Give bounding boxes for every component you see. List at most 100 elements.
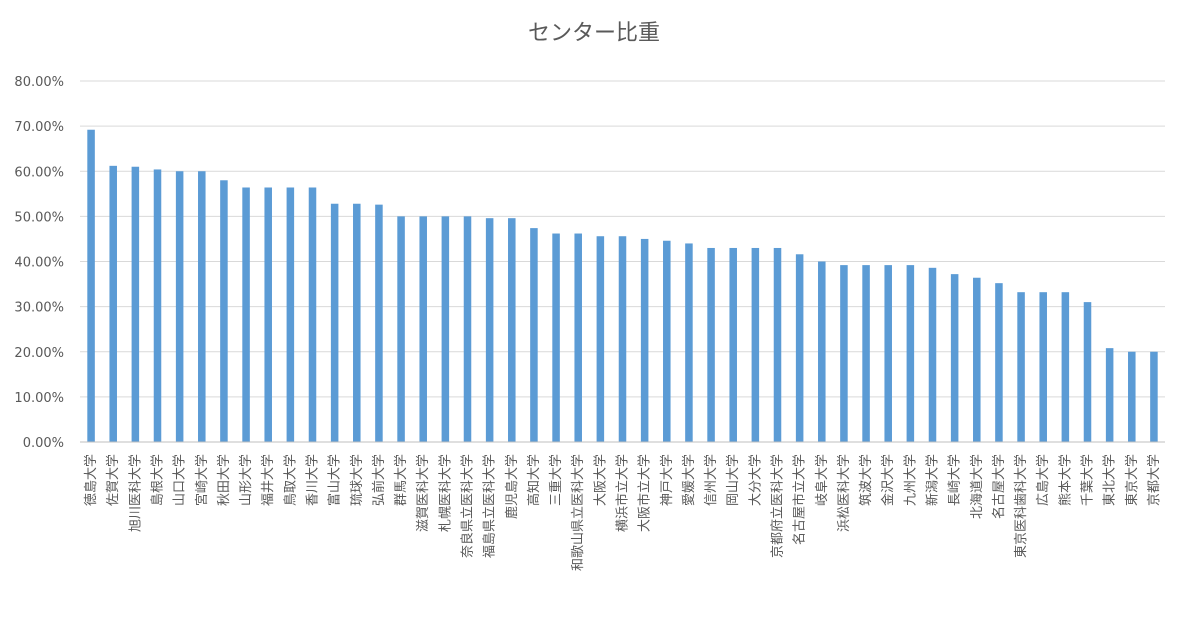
x-tick-label: 徳島大学 [83, 454, 99, 506]
bar [109, 165, 117, 442]
x-tick-label: 新潟大学 [925, 454, 941, 506]
x-tick-label: 浜松医科大学 [836, 454, 852, 532]
bar [441, 216, 450, 442]
x-tick-label: 福島県立医科大学 [482, 454, 498, 558]
bar [353, 203, 361, 442]
bar [574, 233, 582, 442]
bar [220, 180, 228, 442]
bar [707, 247, 715, 442]
x-tick-label: 大阪市立大学 [637, 454, 653, 532]
bar [1150, 351, 1158, 442]
x-tick-label: 富山大学 [327, 454, 343, 506]
x-tick-label: 札幌医科大学 [437, 454, 453, 532]
bar [1105, 348, 1114, 442]
x-tick-label: 愛媛大学 [681, 454, 697, 506]
x-tick-label: 大分大学 [747, 454, 763, 506]
x-tick-label: 九州大学 [902, 454, 918, 506]
x-tick-label: 宮崎大学 [194, 454, 210, 506]
x-tick-label: 山形大学 [238, 454, 254, 506]
bar [1017, 292, 1025, 442]
x-tick-label: 京都大学 [1146, 454, 1162, 506]
y-tick-label: 70.00% [14, 120, 64, 135]
bar [884, 265, 892, 442]
x-tick-label: 奈良県立医科大学 [460, 454, 476, 558]
y-tick-label: 50.00% [14, 210, 64, 225]
x-tick-label: 熊本大学 [1057, 454, 1073, 506]
y-tick-label: 80.00% [14, 75, 64, 90]
bar [906, 265, 915, 442]
x-tick-label: 佐賀大学 [105, 454, 121, 506]
bar [1039, 292, 1047, 442]
bar [397, 216, 405, 442]
bar [463, 216, 472, 442]
bar [175, 171, 184, 442]
x-tick-label: 旭川医科大学 [127, 454, 143, 532]
bar [973, 277, 981, 442]
bar [1061, 292, 1070, 442]
x-tick-label: 広島大学 [1035, 454, 1051, 506]
x-tick-label: 金沢大学 [880, 454, 896, 506]
bar [729, 247, 737, 442]
bar [264, 187, 272, 442]
bar [751, 247, 760, 442]
x-axis-tick-labels: 徳島大学 佐賀大学 旭川医科大学 島根大学 山口大学 宮崎大学 秋田大学 山形大学 福井大学 鳥取… [83, 454, 1162, 571]
bar [552, 233, 560, 442]
bar [862, 265, 870, 442]
y-tick-label: 60.00% [14, 165, 64, 180]
bar [663, 240, 671, 442]
x-tick-label: 福井大学 [260, 454, 276, 506]
y-tick-label: 30.00% [14, 301, 64, 316]
bar [508, 218, 516, 442]
y-tick-label: 40.00% [14, 256, 64, 271]
bar [87, 129, 95, 443]
x-tick-label: 鹿児島大学 [504, 454, 520, 519]
x-tick-label: 秋田大学 [216, 454, 232, 506]
bar [198, 171, 206, 442]
y-tick-label: 10.00% [14, 391, 64, 406]
bar [530, 228, 538, 442]
bar [153, 169, 162, 442]
bar [640, 238, 649, 442]
x-tick-label: 京都府立医科大学 [770, 454, 786, 558]
bar [685, 243, 693, 442]
bar [795, 254, 804, 442]
bar [1128, 351, 1136, 442]
x-tick-label: 滋賀医科大学 [415, 454, 431, 532]
x-tick-label: 三重大学 [548, 454, 564, 506]
bar [596, 236, 605, 442]
x-tick-label: 東京大学 [1124, 454, 1140, 506]
x-tick-label: 筑波大学 [858, 454, 874, 506]
bar [131, 166, 140, 443]
chart-title: センター比重 [528, 21, 660, 46]
bar [995, 283, 1003, 442]
bar [286, 187, 295, 442]
bar [242, 187, 250, 442]
y-tick-label: 20.00% [14, 346, 64, 361]
x-tick-label: 琉球大学 [349, 454, 365, 506]
x-tick-label: 群馬大学 [393, 454, 409, 506]
x-tick-label: 鳥取大学 [282, 454, 298, 506]
x-tick-label: 高知大学 [526, 454, 542, 506]
y-tick-label: 0.00% [23, 436, 64, 451]
x-tick-label: 和歌山県立医科大学 [570, 454, 586, 571]
bar [840, 265, 848, 442]
bar [950, 274, 959, 442]
x-tick-label: 長崎大学 [947, 454, 963, 506]
bar [818, 261, 826, 442]
x-tick-label: 大阪大学 [592, 454, 608, 506]
x-tick-label: 名古屋大学 [991, 454, 1007, 519]
x-tick-label: 弘前大学 [371, 454, 387, 506]
bar [928, 267, 937, 442]
bar [773, 247, 782, 442]
x-tick-label: 東京医科歯科大学 [1013, 454, 1029, 558]
x-tick-label: 岐阜大学 [814, 454, 830, 506]
y-axis-tick-labels: 0.00% 10.00% 20.00% 30.00% 40.00% 50.00% 60.00… [14, 75, 64, 451]
x-tick-label: 信州大学 [703, 454, 719, 506]
bar [419, 216, 427, 442]
bar [308, 187, 317, 442]
bars [87, 129, 1158, 443]
x-tick-label: 島根大学 [150, 454, 166, 506]
x-tick-label: 北海道大学 [969, 454, 985, 519]
